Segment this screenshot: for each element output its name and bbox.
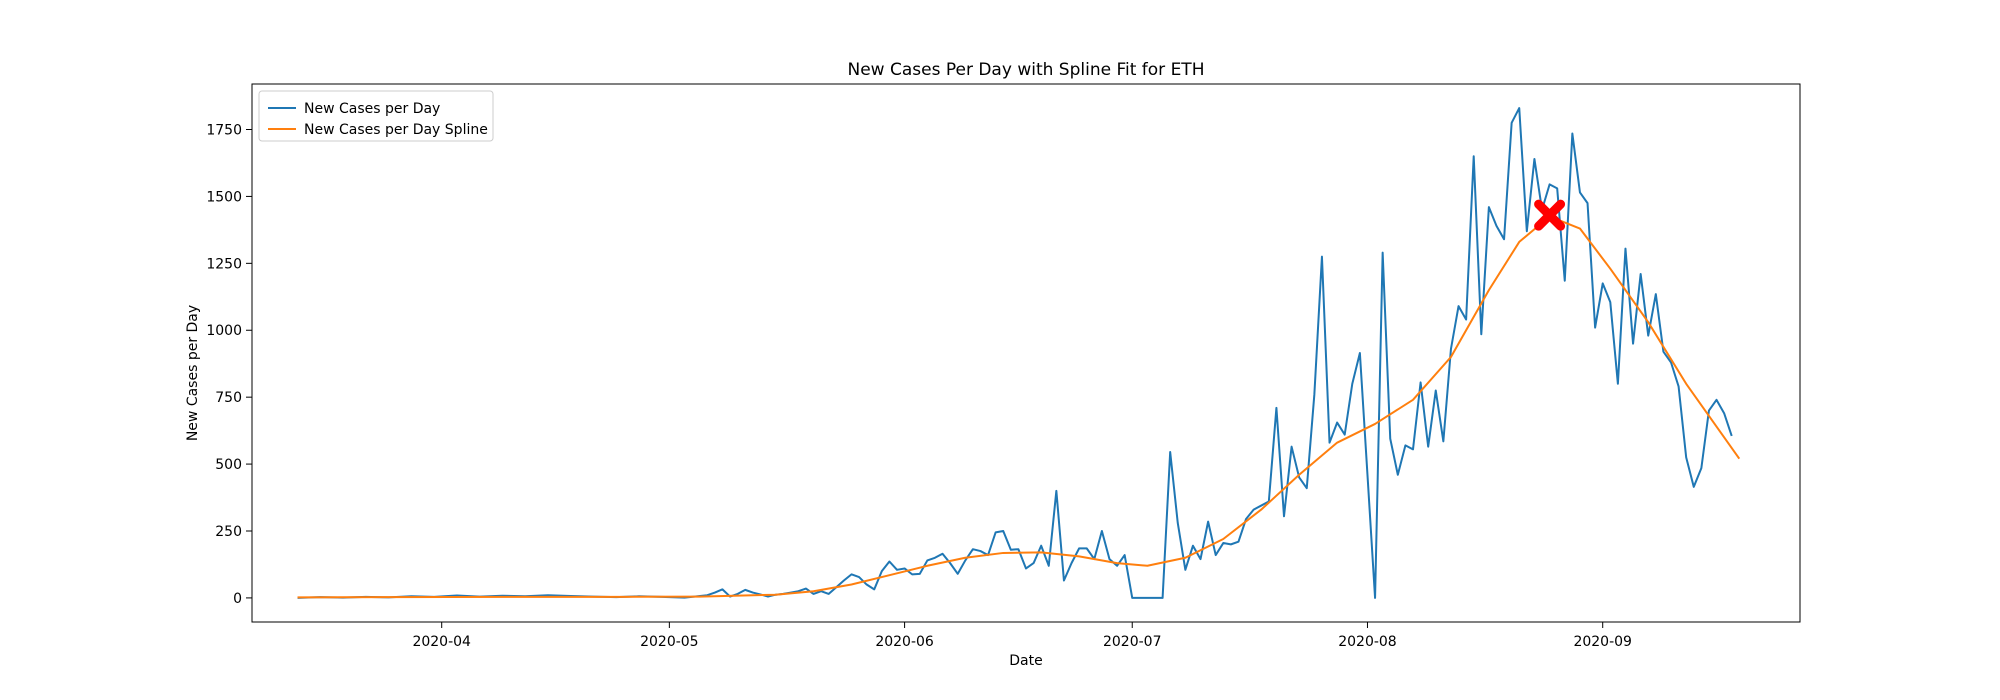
plot-area: [251, 83, 1801, 623]
series-line-new-cases: [297, 107, 1733, 599]
legend-box: [258, 90, 494, 142]
y-axis: 0 250 500 750 1000 1250 1500 1750: [206, 123, 252, 607]
x-tick-label: 2020-09: [1573, 634, 1632, 650]
series-line-spline: [297, 215, 1741, 599]
y-axis-label: New Cases per Day: [185, 305, 201, 441]
x-tick-label: 2020-04: [412, 634, 471, 650]
plot-frame: [251, 83, 1801, 623]
x-axis-label: Date: [1009, 653, 1042, 669]
peak-x-marker: [1534, 199, 1566, 231]
x-axis: 2020-04 2020-05 2020-06 2020-07 2020-08 2020-…: [412, 622, 1632, 650]
x-tick-label: 2020-07: [1103, 634, 1162, 650]
chart-title: New Cases Per Day with Spline Fit for ET…: [848, 60, 1205, 80]
legend-label-spline: New Cases per Day Spline: [304, 122, 488, 138]
y-tick-label: 500: [215, 457, 242, 473]
y-tick-label: 0: [233, 591, 242, 607]
y-tick-label: 1250: [206, 256, 242, 272]
x-tick-label: 2020-08: [1338, 634, 1397, 650]
legend-label-new-cases: New Cases per Day: [304, 101, 440, 117]
y-tick-label: 1500: [206, 189, 242, 205]
y-tick-label: 250: [215, 524, 242, 540]
legend: New Cases per Day New Cases per Day Splin…: [258, 90, 494, 142]
y-tick-label: 1750: [206, 123, 242, 139]
x-tick-label: 2020-05: [640, 634, 699, 650]
y-tick-label: 750: [215, 390, 242, 406]
marker-stroke: [1534, 199, 1566, 231]
x-tick-label: 2020-06: [875, 634, 934, 650]
y-tick-label: 1000: [206, 323, 242, 339]
